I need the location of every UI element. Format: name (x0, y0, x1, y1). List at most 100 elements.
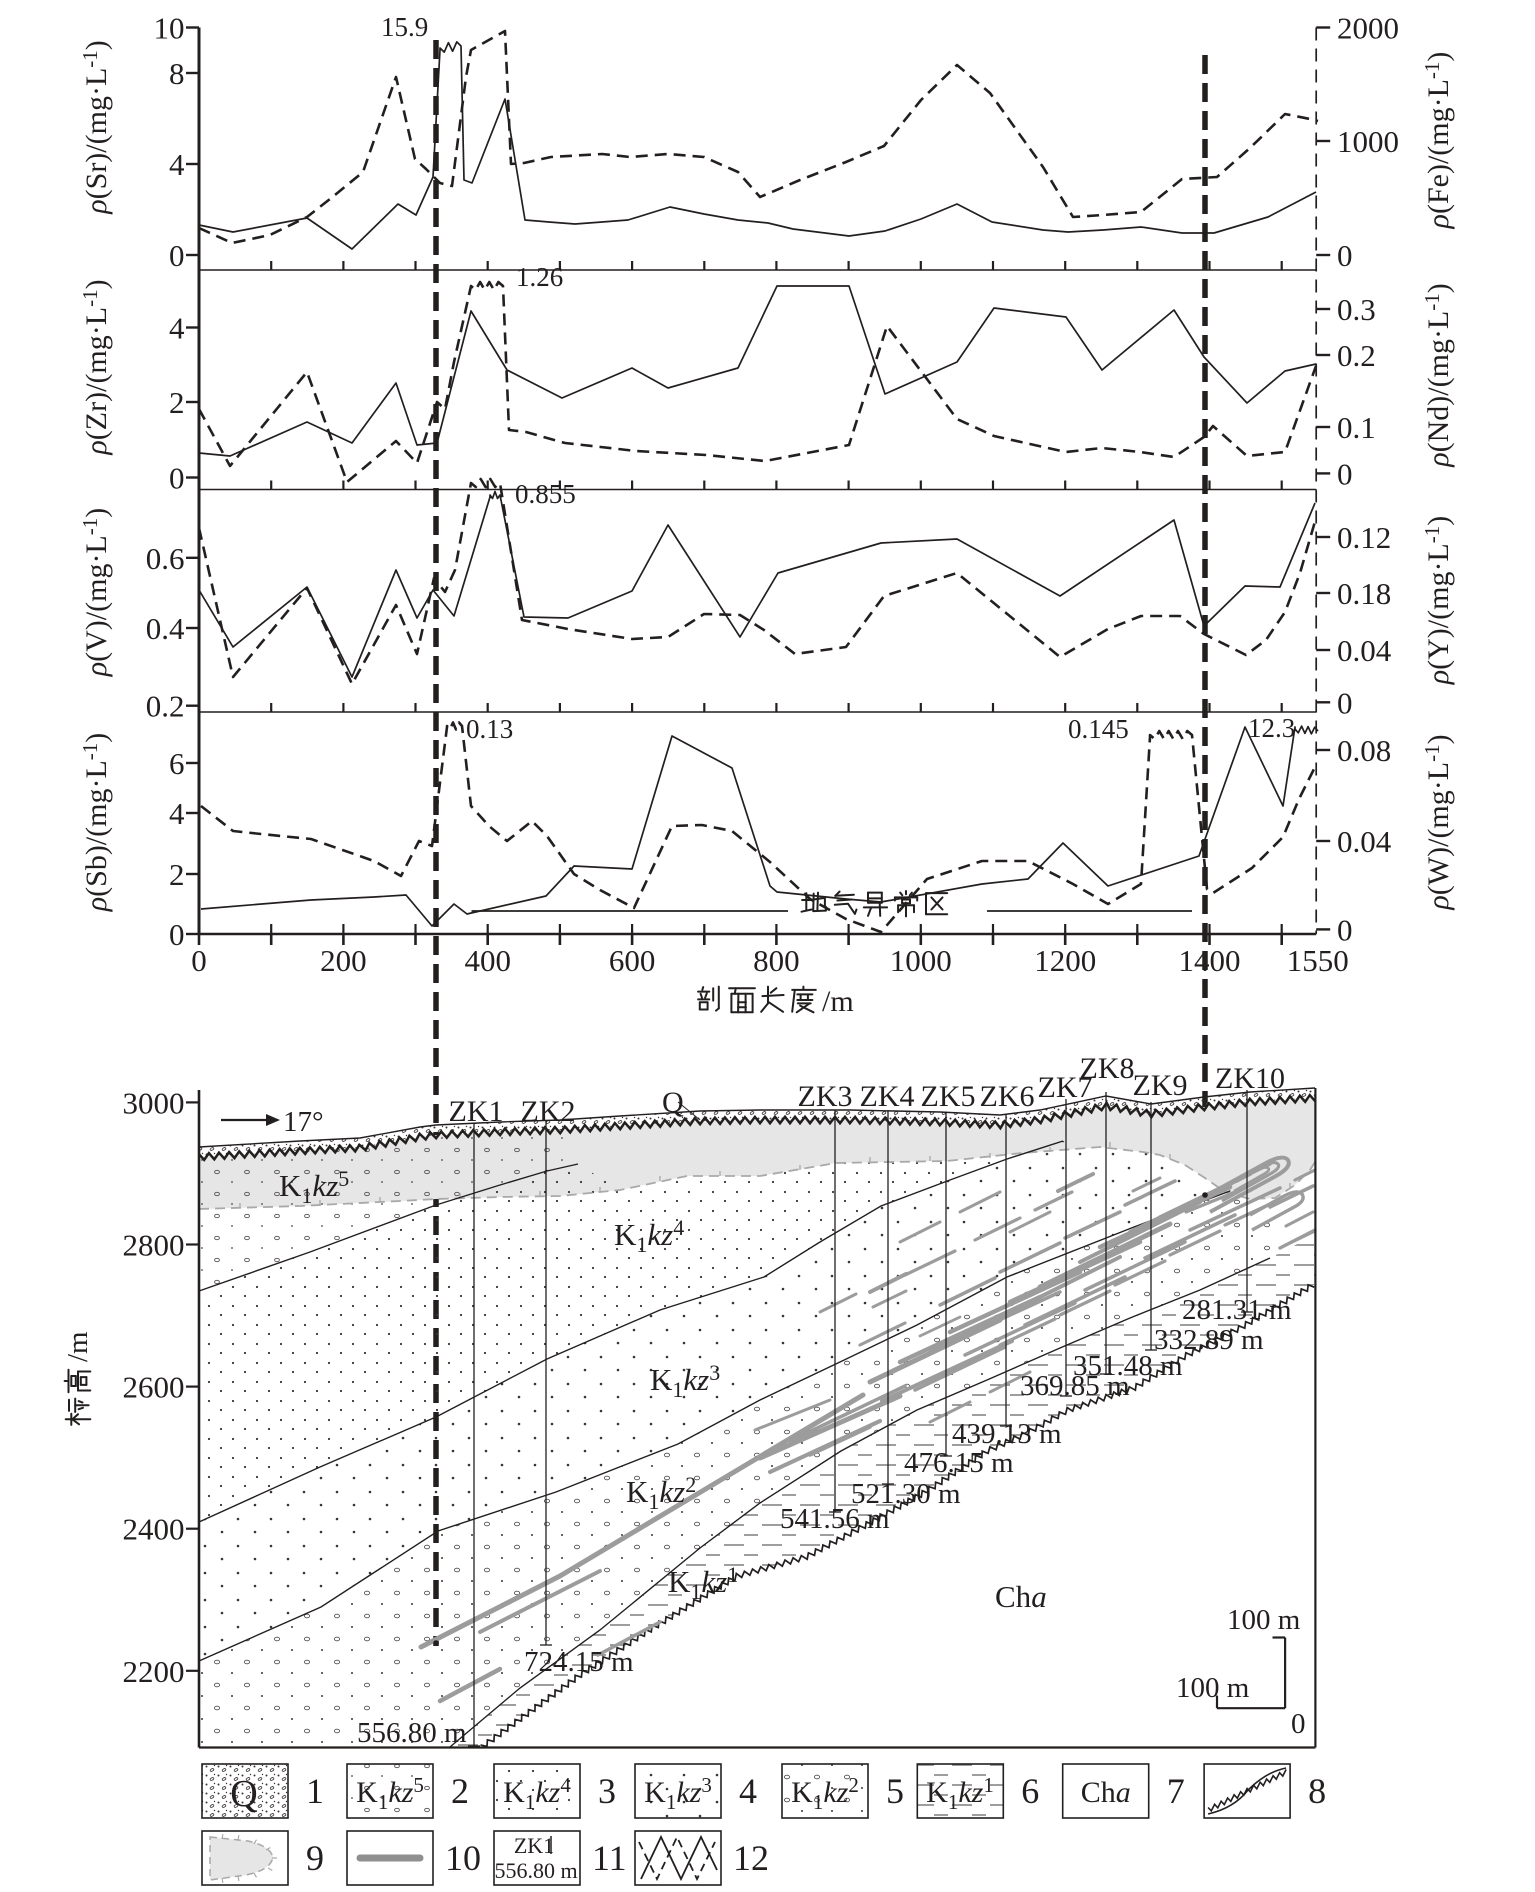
svg-text:100 m: 100 m (1176, 1672, 1250, 1704)
svg-text:/m: /m (822, 985, 854, 1018)
svg-text:K1kz5: K1kz5 (279, 1166, 349, 1208)
svg-text:0: 0 (191, 943, 207, 978)
svg-text:K1kz2: K1kz2 (791, 1773, 859, 1814)
svg-text:ZK3: ZK3 (798, 1080, 853, 1113)
svg-text:K1kz1: K1kz1 (926, 1773, 994, 1814)
svg-text:0.3: 0.3 (1337, 292, 1376, 327)
svg-text:K1kz1: K1kz1 (668, 1562, 738, 1604)
svg-text:0: 0 (1337, 685, 1353, 720)
svg-text:2800: 2800 (123, 1228, 185, 1263)
svg-text:0.2: 0.2 (146, 689, 185, 724)
svg-text:2: 2 (169, 385, 185, 420)
svg-text:0: 0 (1291, 1708, 1306, 1740)
svg-text:ρ(Sb)/(mg·L-1): ρ(Sb)/(mg·L-1) (78, 733, 113, 913)
svg-text:0: 0 (1337, 456, 1353, 491)
svg-text:/m: /m (62, 1331, 94, 1362)
svg-text:600: 600 (609, 943, 656, 978)
svg-text:332.89 m: 332.89 m (1154, 1324, 1264, 1356)
svg-text:ZK4: ZK4 (860, 1080, 915, 1113)
svg-text:Q: Q (662, 1086, 684, 1119)
svg-text:281.31 m: 281.31 m (1182, 1294, 1292, 1326)
svg-text:200: 200 (320, 943, 367, 978)
svg-text:ρ(Zr)/(mg·L-1): ρ(Zr)/(mg·L-1) (78, 279, 113, 455)
svg-text:ZK9: ZK9 (1133, 1069, 1188, 1102)
svg-text:0.13: 0.13 (466, 714, 513, 744)
svg-text:3000: 3000 (123, 1085, 185, 1120)
svg-text:1: 1 (306, 1771, 324, 1811)
svg-text:100 m: 100 m (1227, 1604, 1301, 1636)
svg-text:0: 0 (169, 461, 185, 496)
svg-text:9: 9 (306, 1838, 324, 1878)
svg-text:0.12: 0.12 (1337, 520, 1391, 555)
svg-text:0: 0 (1337, 912, 1353, 947)
svg-text:17°: 17° (283, 1106, 324, 1138)
svg-text:556.80 m: 556.80 m (357, 1717, 467, 1749)
svg-text:2600: 2600 (123, 1370, 185, 1405)
svg-text:2000: 2000 (1337, 11, 1399, 46)
svg-text:0.4: 0.4 (146, 611, 185, 646)
svg-text:K1kz3: K1kz3 (644, 1773, 712, 1814)
svg-text:K1kz5: K1kz5 (356, 1773, 424, 1814)
svg-text:ρ(Y)/(mg·L-1): ρ(Y)/(mg·L-1) (1420, 516, 1455, 686)
svg-text:800: 800 (753, 943, 800, 978)
svg-text:7: 7 (1167, 1771, 1185, 1811)
svg-text:369.85 m: 369.85 m (1020, 1370, 1130, 1402)
svg-text:10: 10 (445, 1838, 481, 1878)
svg-text:4: 4 (739, 1771, 757, 1811)
svg-text:11: 11 (592, 1838, 627, 1878)
svg-text:ZK10: ZK10 (1215, 1062, 1285, 1095)
svg-text:4: 4 (169, 311, 185, 346)
svg-text:2200: 2200 (123, 1654, 185, 1689)
svg-text:521.30 m: 521.30 m (851, 1478, 961, 1510)
svg-text:4: 4 (169, 147, 185, 182)
svg-text:1000: 1000 (890, 943, 952, 978)
svg-text:5: 5 (886, 1771, 904, 1811)
svg-text:K1kz3: K1kz3 (650, 1360, 720, 1402)
svg-text:Cha: Cha (995, 1579, 1047, 1614)
svg-text:10: 10 (154, 11, 185, 46)
svg-text:6: 6 (1021, 1771, 1039, 1811)
svg-text:Q: Q (230, 1773, 257, 1815)
svg-text:439.13 m: 439.13 m (952, 1418, 1062, 1450)
svg-text:724.15 m: 724.15 m (524, 1646, 634, 1678)
svg-text:0.04: 0.04 (1337, 824, 1392, 859)
svg-text:1200: 1200 (1034, 943, 1096, 978)
svg-text:ZK6: ZK6 (980, 1080, 1035, 1113)
svg-text:400: 400 (464, 943, 511, 978)
svg-text:0.18: 0.18 (1337, 576, 1391, 611)
svg-text:556.80 m: 556.80 m (494, 1858, 577, 1883)
svg-text:4: 4 (169, 796, 185, 831)
svg-text:0.2: 0.2 (1337, 338, 1376, 373)
svg-text:0.04: 0.04 (1337, 633, 1392, 668)
svg-text:ρ(Nd)/(mg·L-1): ρ(Nd)/(mg·L-1) (1420, 283, 1455, 468)
svg-text:12.3: 12.3 (1248, 713, 1295, 743)
svg-text:ZK1: ZK1 (514, 1833, 554, 1858)
svg-text:0.08: 0.08 (1337, 733, 1391, 768)
svg-text:6: 6 (169, 746, 185, 781)
svg-text:8: 8 (1308, 1771, 1326, 1811)
svg-text:2: 2 (169, 857, 185, 892)
svg-text:K1kz4: K1kz4 (503, 1773, 571, 1814)
svg-text:K1kz2: K1kz2 (626, 1472, 696, 1514)
svg-text:ZK2: ZK2 (521, 1095, 576, 1128)
svg-text:K1kz4: K1kz4 (614, 1215, 684, 1257)
svg-text:476.15 m: 476.15 m (904, 1447, 1014, 1479)
svg-text:8: 8 (169, 56, 185, 91)
svg-text:1000: 1000 (1337, 124, 1399, 159)
svg-text:0.1: 0.1 (1337, 410, 1376, 445)
svg-text:0: 0 (169, 917, 185, 952)
svg-text:3: 3 (598, 1771, 616, 1811)
svg-text:351.48 m: 351.48 m (1073, 1350, 1183, 1382)
svg-text:0.855: 0.855 (515, 479, 576, 509)
svg-text:1.26: 1.26 (516, 262, 563, 292)
svg-text:ρ(Fe)/(mg·L-1): ρ(Fe)/(mg·L-1) (1420, 52, 1455, 230)
svg-text:2: 2 (451, 1771, 469, 1811)
svg-text:2400: 2400 (123, 1512, 185, 1547)
svg-text:0: 0 (1337, 238, 1353, 273)
svg-text:ZK8: ZK8 (1080, 1052, 1135, 1085)
svg-text:ZK7: ZK7 (1038, 1071, 1093, 1104)
svg-text:ρ(V)/(mg·L-1): ρ(V)/(mg·L-1) (78, 508, 113, 678)
svg-text:0: 0 (169, 238, 185, 273)
svg-text:1550: 1550 (1287, 943, 1349, 978)
svg-text:ZK5: ZK5 (921, 1080, 976, 1113)
